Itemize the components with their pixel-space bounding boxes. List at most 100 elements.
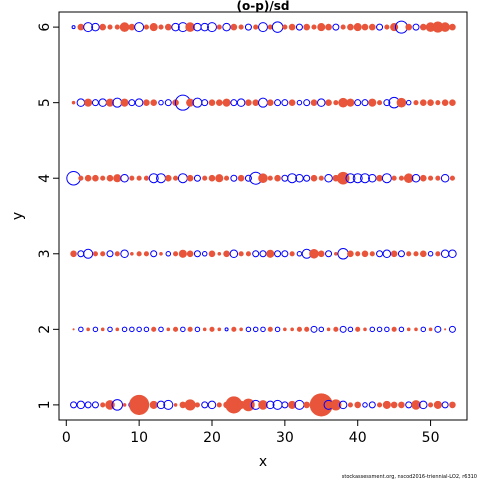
bubble-point-y1-x40 xyxy=(355,402,361,408)
bubble-point-y2-x21 xyxy=(218,328,221,331)
bubble-point-y6-x38 xyxy=(341,25,346,30)
bubble-point-y2-x3 xyxy=(87,328,90,331)
bubble-point-y6-x10 xyxy=(135,23,144,32)
bubble-point-y3-x16 xyxy=(179,250,187,258)
bubble-point-y3-x24 xyxy=(239,252,244,257)
bubble-point-y2-x12 xyxy=(151,327,156,332)
bubble-point-y1-x51 xyxy=(434,401,442,409)
bubble-point-y3-x50 xyxy=(428,252,433,257)
bubble-point-y2-x44 xyxy=(385,327,390,332)
bubble-point-y6-x36 xyxy=(326,24,332,30)
bubble-point-y1-x52 xyxy=(442,402,448,408)
bubble-point-y5-x42 xyxy=(369,99,377,107)
bubble-point-y1-x43 xyxy=(377,403,382,408)
bubble-point-y5-x11 xyxy=(143,100,149,106)
bubble-point-y6-x14 xyxy=(165,24,171,30)
bubble-point-y5-x36 xyxy=(326,100,332,106)
bubble-point-y6-x32 xyxy=(296,24,302,30)
bubble-point-y6-x35 xyxy=(318,23,326,31)
bubble-point-y4-x7 xyxy=(114,174,122,182)
bubble-point-y4-x19 xyxy=(202,176,207,181)
bubble-point-y1-x42 xyxy=(369,402,375,408)
bubble-point-y6-x43 xyxy=(377,24,383,30)
bubble-point-y3-x39 xyxy=(347,251,353,257)
bubble-point-y4-x22 xyxy=(224,176,229,181)
source-caption: stockassessment.org, nscod2016-triennial… xyxy=(342,474,477,480)
bubble-point-y2-x48 xyxy=(415,328,418,331)
bubble-point-y2-x23 xyxy=(232,327,237,332)
bubble-point-y2-x8 xyxy=(122,327,127,332)
bubble-point-y6-x37 xyxy=(333,24,339,30)
bubble-point-y6-x39 xyxy=(347,24,353,30)
bubble-point-y2-x32 xyxy=(297,327,302,332)
bubble-point-y6-x48 xyxy=(413,24,419,30)
bubble-point-y5-x35 xyxy=(318,99,326,107)
bubble-point-y3-x42 xyxy=(370,252,375,257)
bubble-point-y5-x30 xyxy=(282,100,288,106)
bubble-point-y2-x1 xyxy=(73,329,75,331)
y-tick-label: 2 xyxy=(37,325,53,334)
bubble-point-y1-x32 xyxy=(295,400,304,409)
bubble-point-y2-x34 xyxy=(311,326,317,332)
bubble-point-y1-x5 xyxy=(100,403,105,408)
bubble-point-y5-x14 xyxy=(165,100,171,106)
bubble-point-y3-x30 xyxy=(282,251,288,257)
bubble-point-y3-x47 xyxy=(406,252,411,257)
bubble-point-y6-x44 xyxy=(385,25,390,30)
bubble-point-y4-x50 xyxy=(428,176,433,181)
bubble-point-y6-x25 xyxy=(245,24,251,30)
y-tick-label: 5 xyxy=(37,98,53,107)
bubble-point-y2-x53 xyxy=(449,326,455,332)
bubble-point-y5-x52 xyxy=(442,100,448,106)
bubble-point-y2-x4 xyxy=(93,327,98,332)
bubble-point-y4-x38 xyxy=(337,172,349,184)
bubble-point-y2-x42 xyxy=(370,327,375,332)
bubble-point-y6-x23 xyxy=(231,24,237,30)
bubble-point-y5-x26 xyxy=(253,100,259,106)
x-tick-label: 20 xyxy=(203,430,221,446)
bubble-point-y3-x41 xyxy=(362,251,368,257)
bubble-point-y4-x36 xyxy=(325,174,333,182)
bubble-point-y2-x41 xyxy=(364,328,367,331)
chart-title: (o-p)/sd xyxy=(237,0,290,13)
bubble-point-y3-x35 xyxy=(318,251,324,257)
bubble-point-y4-x23 xyxy=(231,175,237,181)
bubble-point-y6-x1 xyxy=(72,26,75,29)
bubble-point-y2-x14 xyxy=(167,328,170,331)
bubble-point-y1-x50 xyxy=(428,403,433,408)
bubble-point-y5-x33 xyxy=(304,100,310,106)
bubble-point-y6-x5 xyxy=(100,24,106,30)
bubble-point-y4-x45 xyxy=(392,176,397,181)
bubble-point-y4-x49 xyxy=(420,175,426,181)
bubble-point-y2-x35 xyxy=(319,327,324,332)
bubble-point-y5-x39 xyxy=(347,99,355,107)
bubble-point-y4-x28 xyxy=(268,176,273,181)
bubble-point-y5-x38 xyxy=(339,98,348,107)
bubble-point-y3-x4 xyxy=(93,252,98,257)
bubble-point-y4-x3 xyxy=(85,175,91,181)
bubble-point-y2-x51 xyxy=(435,326,441,332)
bubble-point-y5-x8 xyxy=(121,99,129,107)
bubble-point-y4-x14 xyxy=(165,175,171,181)
bubble-point-y2-x26 xyxy=(253,327,258,332)
bubble-point-y3-x15 xyxy=(173,252,178,257)
bubble-point-y6-x47 xyxy=(406,24,412,30)
y-tick-label: 3 xyxy=(37,249,53,258)
bubble-point-y5-x21 xyxy=(216,100,222,106)
bubble-point-y1-x35 xyxy=(310,394,333,417)
bubble-point-y4-x10 xyxy=(137,176,142,181)
bubble-point-y4-x24 xyxy=(238,175,244,181)
bubble-point-y3-x21 xyxy=(218,252,221,255)
bubble-point-y2-x36 xyxy=(327,328,330,331)
x-tick-label: 30 xyxy=(276,430,294,446)
bubble-point-y4-x1 xyxy=(67,171,81,185)
bubble-point-y3-x5 xyxy=(100,252,105,257)
bubble-point-y3-x14 xyxy=(166,252,171,257)
bubble-point-y2-x29 xyxy=(275,327,280,332)
bubble-point-y5-x50 xyxy=(428,100,434,106)
bubble-point-y1-x25 xyxy=(242,399,254,411)
bubble-point-y4-x21 xyxy=(216,174,224,182)
bubble-point-y2-x43 xyxy=(377,327,382,332)
bubble-point-y4-x51 xyxy=(436,176,441,181)
